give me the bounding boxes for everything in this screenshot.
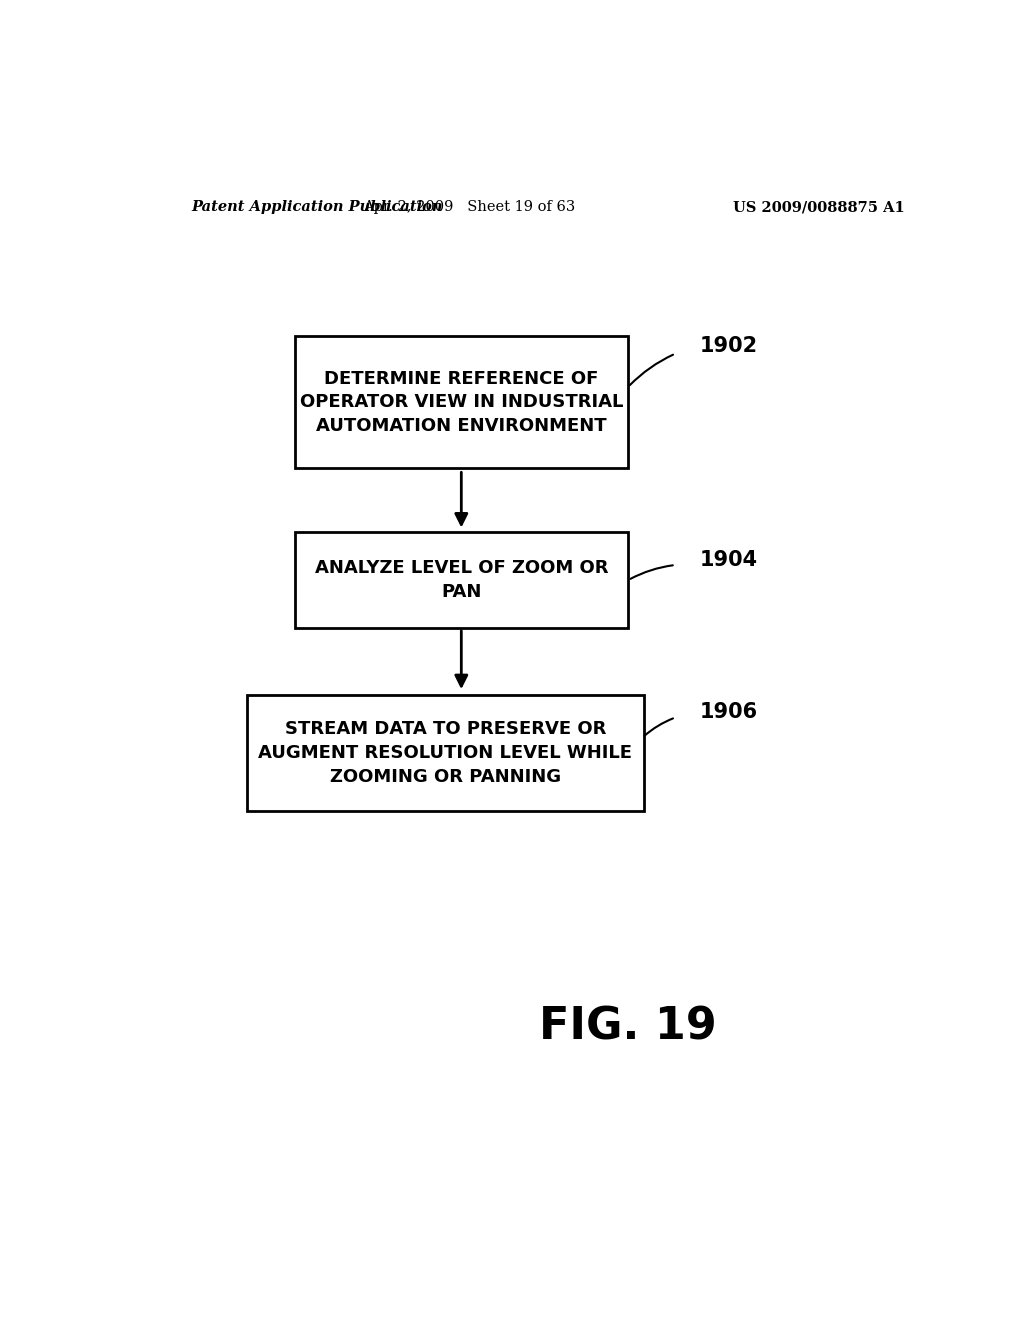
Text: Patent Application Publication: Patent Application Publication bbox=[191, 201, 443, 214]
Text: Apr. 2, 2009   Sheet 19 of 63: Apr. 2, 2009 Sheet 19 of 63 bbox=[364, 201, 575, 214]
Text: FIG. 19: FIG. 19 bbox=[539, 1006, 717, 1049]
Text: ANALYZE LEVEL OF ZOOM OR
PAN: ANALYZE LEVEL OF ZOOM OR PAN bbox=[314, 560, 608, 601]
Text: 1902: 1902 bbox=[699, 337, 758, 356]
Text: 1904: 1904 bbox=[699, 550, 758, 570]
Text: STREAM DATA TO PRESERVE OR
AUGMENT RESOLUTION LEVEL WHILE
ZOOMING OR PANNING: STREAM DATA TO PRESERVE OR AUGMENT RESOL… bbox=[258, 721, 633, 785]
Bar bbox=[295, 532, 628, 628]
Bar bbox=[247, 694, 644, 812]
Text: 1906: 1906 bbox=[699, 702, 758, 722]
Text: US 2009/0088875 A1: US 2009/0088875 A1 bbox=[732, 201, 904, 214]
Bar bbox=[295, 337, 628, 469]
Text: DETERMINE REFERENCE OF
OPERATOR VIEW IN INDUSTRIAL
AUTOMATION ENVIRONMENT: DETERMINE REFERENCE OF OPERATOR VIEW IN … bbox=[300, 370, 623, 434]
